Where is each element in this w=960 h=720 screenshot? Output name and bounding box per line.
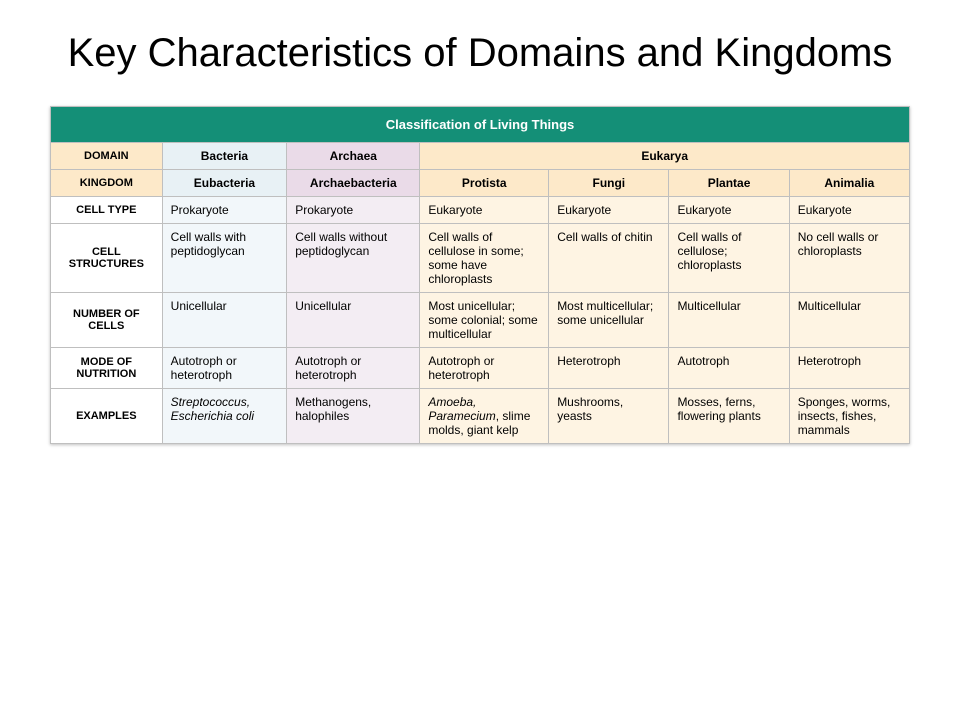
cell-type-row: CELL TYPE Prokaryote Prokaryote Eukaryot… (51, 197, 910, 224)
slide: Key Characteristics of Domains and Kingd… (0, 0, 960, 720)
examples-fungi: Mushrooms, yeasts (549, 389, 669, 444)
examples-archaebacteria: Methanogens, halophiles (287, 389, 420, 444)
domain-bacteria: Bacteria (162, 143, 287, 170)
domain-archaea: Archaea (287, 143, 420, 170)
row-label-kingdom: KINGDOM (51, 170, 163, 197)
examples-animalia: Sponges, worms, insects, fishes, mammals (789, 389, 909, 444)
examples-plantae: Mosses, ferns, flowering plants (669, 389, 789, 444)
kingdom-row: KINGDOM Eubacteria Archaebacteria Protis… (51, 170, 910, 197)
domain-eukarya: Eukarya (420, 143, 910, 170)
kingdom-eubacteria: Eubacteria (162, 170, 287, 197)
nutrition-animalia: Heterotroph (789, 348, 909, 389)
cell-structures-row: CELL STRUCTURES Cell walls with peptidog… (51, 224, 910, 293)
nutrition-plantae: Autotroph (669, 348, 789, 389)
nutrition-protista: Autotroph or heterotroph (420, 348, 549, 389)
num-cells-protista: Most unicellular; some colonial; some mu… (420, 293, 549, 348)
nutrition-archaebacteria: Autotroph or heterotroph (287, 348, 420, 389)
nutrition-fungi: Heterotroph (549, 348, 669, 389)
number-of-cells-row: NUMBER OF CELLS Unicellular Unicellular … (51, 293, 910, 348)
kingdom-plantae: Plantae (669, 170, 789, 197)
kingdom-animalia: Animalia (789, 170, 909, 197)
cell-type-animalia: Eukaryote (789, 197, 909, 224)
row-label-examples: EXAMPLES (51, 389, 163, 444)
row-label-nutrition: MODE OF NUTRITION (51, 348, 163, 389)
num-cells-plantae: Multicellular (669, 293, 789, 348)
cell-structures-plantae: Cell walls of cellulose; chloroplasts (669, 224, 789, 293)
row-label-domain: DOMAIN (51, 143, 163, 170)
classification-table: Classification of Living Things DOMAIN B… (50, 106, 910, 444)
cell-structures-archaebacteria: Cell walls without peptidoglycan (287, 224, 420, 293)
examples-eubacteria: Streptococcus, Escherichia coli (162, 389, 287, 444)
examples-protista-italic: Amoeba, Paramecium (428, 395, 495, 423)
mode-of-nutrition-row: MODE OF NUTRITION Autotroph or heterotro… (51, 348, 910, 389)
row-label-cell-structures: CELL STRUCTURES (51, 224, 163, 293)
cell-type-fungi: Eukaryote (549, 197, 669, 224)
kingdom-protista: Protista (420, 170, 549, 197)
cell-type-protista: Eukaryote (420, 197, 549, 224)
cell-type-eubacteria: Prokaryote (162, 197, 287, 224)
row-label-cell-type: CELL TYPE (51, 197, 163, 224)
examples-protista: Amoeba, Paramecium, slime molds, giant k… (420, 389, 549, 444)
examples-row: EXAMPLES Streptococcus, Escherichia coli… (51, 389, 910, 444)
cell-structures-eubacteria: Cell walls with peptidoglycan (162, 224, 287, 293)
num-cells-eubacteria: Unicellular (162, 293, 287, 348)
cell-type-plantae: Eukaryote (669, 197, 789, 224)
banner-row: Classification of Living Things (51, 107, 910, 143)
cell-structures-protista: Cell walls of cellulose in some; some ha… (420, 224, 549, 293)
cell-structures-animalia: No cell walls or chloroplasts (789, 224, 909, 293)
page-title: Key Characteristics of Domains and Kingd… (50, 30, 910, 76)
kingdom-fungi: Fungi (549, 170, 669, 197)
domain-row: DOMAIN Bacteria Archaea Eukarya (51, 143, 910, 170)
cell-type-archaebacteria: Prokaryote (287, 197, 420, 224)
kingdom-archaebacteria: Archaebacteria (287, 170, 420, 197)
table-banner: Classification of Living Things (51, 107, 910, 143)
nutrition-eubacteria: Autotroph or heterotroph (162, 348, 287, 389)
num-cells-animalia: Multicellular (789, 293, 909, 348)
num-cells-archaebacteria: Unicellular (287, 293, 420, 348)
row-label-num-cells: NUMBER OF CELLS (51, 293, 163, 348)
num-cells-fungi: Most multicellular; some unicellular (549, 293, 669, 348)
cell-structures-fungi: Cell walls of chitin (549, 224, 669, 293)
